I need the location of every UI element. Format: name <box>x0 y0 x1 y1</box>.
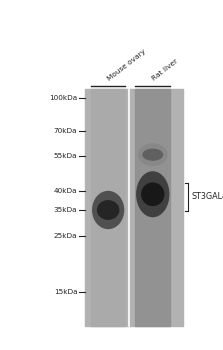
Ellipse shape <box>137 172 169 217</box>
Text: 55kDa: 55kDa <box>54 153 77 159</box>
Text: Rat liver: Rat liver <box>151 58 179 82</box>
Text: Mouse ovary: Mouse ovary <box>106 49 147 82</box>
Ellipse shape <box>143 149 163 160</box>
Bar <box>85 89 183 326</box>
Text: 35kDa: 35kDa <box>54 207 77 213</box>
Bar <box>135 89 170 326</box>
Text: 40kDa: 40kDa <box>54 188 77 194</box>
Text: 100kDa: 100kDa <box>49 95 77 101</box>
Ellipse shape <box>139 144 167 166</box>
Text: ST3GAL4: ST3GAL4 <box>191 192 223 201</box>
Text: 25kDa: 25kDa <box>54 233 77 239</box>
Bar <box>91 89 125 326</box>
Ellipse shape <box>142 183 164 205</box>
Ellipse shape <box>98 201 119 219</box>
Ellipse shape <box>93 191 124 229</box>
Text: 15kDa: 15kDa <box>54 289 77 295</box>
Text: 70kDa: 70kDa <box>54 128 77 134</box>
